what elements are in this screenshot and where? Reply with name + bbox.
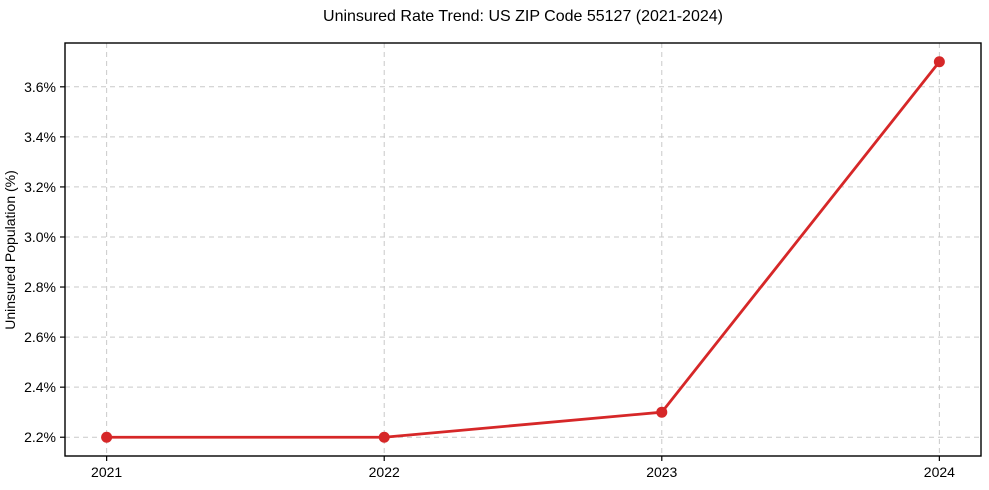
plot-area: 2.2% 2.4% 2.6% 2.8% 3.0% 3.2% 3.4% 3.6% 2021 2022… xyxy=(24,42,982,480)
x-tick-label: 2022 xyxy=(369,464,400,480)
data-point-2023 xyxy=(656,406,668,418)
y-axis-label: Uninsured Population (%) xyxy=(2,170,18,330)
trend-line xyxy=(105,60,941,439)
x-tick-label: 2023 xyxy=(646,464,677,480)
y-tick-label: 2.6% xyxy=(24,329,56,345)
chart-title: Uninsured Rate Trend: US ZIP Code 55127 … xyxy=(323,8,723,25)
data-point-2022 xyxy=(378,431,390,443)
y-tick-label: 3.4% xyxy=(24,129,56,145)
data-point-2021 xyxy=(101,431,113,443)
y-tick-label: 3.2% xyxy=(24,179,56,195)
y-tick-label: 3.0% xyxy=(24,229,56,245)
y-tick-label: 2.8% xyxy=(24,279,56,295)
y-tick-label: 2.2% xyxy=(24,429,56,445)
y-tick-label: 3.6% xyxy=(24,79,56,95)
x-tick-label: 2021 xyxy=(91,464,122,480)
plot-border xyxy=(64,42,982,457)
data-point-2024 xyxy=(933,56,945,68)
y-tick-label: 2.4% xyxy=(24,379,56,395)
x-tick-label: 2024 xyxy=(924,464,955,480)
